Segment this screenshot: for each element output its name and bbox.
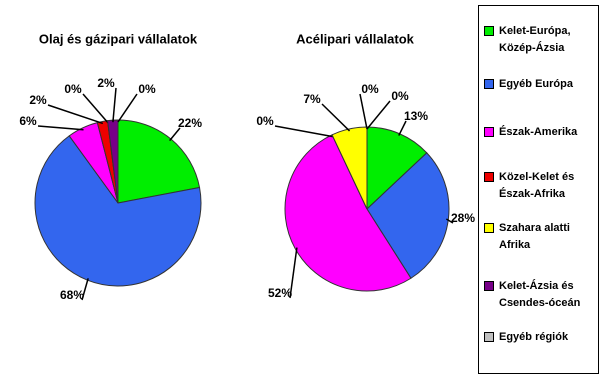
leader-line — [366, 100, 391, 130]
leader-line — [289, 247, 298, 299]
leader-line — [117, 93, 138, 123]
chart-title: Olaj és gázipari vállalatok — [39, 31, 198, 46]
data-label: 13% — [404, 109, 428, 123]
legend-item: Kelet-Ázsia és Csendes-óceán — [484, 278, 591, 312]
data-label: 6% — [19, 114, 37, 128]
data-label: 0% — [361, 82, 379, 96]
data-label: 2% — [97, 76, 115, 90]
leader-line — [274, 125, 334, 138]
leader-line — [47, 104, 104, 125]
leader-line — [398, 120, 407, 136]
leader-line — [321, 103, 351, 132]
leader-line — [445, 218, 454, 224]
leader-line — [81, 278, 89, 301]
legend-label: Egyéb Európa — [499, 78, 573, 90]
legend-swatch — [484, 332, 494, 342]
leader-line — [112, 87, 117, 123]
legend-label: Szahara alatti Afrika — [499, 222, 570, 251]
data-label: 2% — [29, 93, 47, 107]
legend-item: Egyéb Európa — [484, 76, 591, 93]
legend-item: Egyéb régiók — [484, 329, 591, 346]
data-label: 0% — [256, 114, 274, 128]
legend-item: Észak-Amerika — [484, 124, 591, 141]
data-label: 0% — [138, 82, 156, 96]
leader-line — [169, 127, 181, 142]
data-label: 22% — [178, 116, 202, 130]
legend-swatch — [484, 79, 494, 89]
pie-slice — [284, 134, 412, 292]
legend-item: Kelet-Európa, Közép-Ázsia — [484, 23, 591, 57]
data-label: 52% — [268, 286, 292, 300]
legend-item: Szahara alatti Afrika — [484, 220, 591, 254]
legend-label: Észak-Amerika — [499, 126, 578, 138]
legend-label: Kelet-Ázsia és Csendes-óceán — [499, 280, 581, 309]
leader-line — [82, 93, 109, 124]
legend-label: Egyéb régiók — [499, 331, 569, 343]
data-label: 68% — [60, 288, 84, 302]
data-label: 28% — [451, 211, 475, 225]
chart-title: Acélipari vállalatok — [296, 31, 415, 46]
charts: Olaj és gázipari vállalatok 22% 68% 6% 2% 0% 2… — [19, 31, 475, 302]
data-label: 0% — [64, 82, 82, 96]
legend-swatch — [484, 281, 494, 291]
leader-line — [359, 93, 368, 130]
legend-swatch — [484, 172, 494, 182]
legend-label: Kelet-Európa, Közép-Ázsia — [499, 25, 571, 54]
pie-slice — [366, 152, 450, 279]
legend-swatch — [484, 26, 494, 36]
leader-line — [37, 125, 84, 131]
legend-label: Közel-Kelet és Észak-Afrika — [499, 171, 575, 200]
legend: Kelet-Európa, Közép-Ázsia Egyéb Európa Ész… — [478, 5, 599, 374]
legend-swatch — [484, 223, 494, 233]
legend-swatch — [484, 127, 494, 137]
data-label: 0% — [391, 89, 409, 103]
data-label: 7% — [303, 92, 321, 106]
legend-item: Közel-Kelet és Észak-Afrika — [484, 169, 591, 203]
